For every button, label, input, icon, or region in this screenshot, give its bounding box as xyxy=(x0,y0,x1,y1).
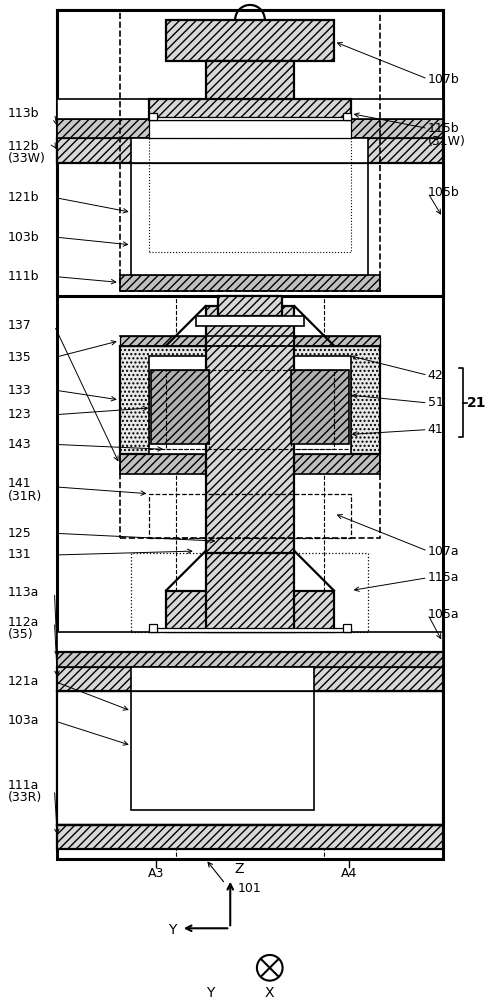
Bar xyxy=(343,624,351,632)
Bar xyxy=(149,99,351,120)
Text: 51: 51 xyxy=(428,396,444,409)
Text: 42: 42 xyxy=(428,369,444,382)
Bar xyxy=(57,119,443,138)
Text: 21: 21 xyxy=(467,396,487,410)
Bar xyxy=(57,99,443,119)
Text: 115b: 115b xyxy=(428,122,460,135)
Bar xyxy=(57,632,443,652)
Bar xyxy=(120,10,380,291)
Bar xyxy=(57,825,443,849)
Bar xyxy=(57,138,443,163)
Text: 133: 133 xyxy=(8,384,31,397)
Bar xyxy=(343,113,351,120)
Text: 121a: 121a xyxy=(8,675,39,688)
Bar xyxy=(219,296,281,316)
Bar xyxy=(166,20,334,61)
Bar xyxy=(132,163,368,275)
Bar xyxy=(149,624,157,632)
Text: 105b: 105b xyxy=(428,186,460,199)
Bar xyxy=(149,628,351,632)
Bar xyxy=(206,551,294,632)
Bar xyxy=(149,138,351,252)
Text: A3: A3 xyxy=(148,867,164,880)
Text: A4: A4 xyxy=(340,867,357,880)
Bar xyxy=(120,336,380,346)
Text: Y: Y xyxy=(206,986,215,1000)
Bar xyxy=(149,119,351,138)
Bar xyxy=(57,691,443,825)
Bar xyxy=(120,275,380,291)
Text: 115a: 115a xyxy=(428,571,459,584)
Text: (33W): (33W) xyxy=(8,152,46,165)
Text: X: X xyxy=(265,986,274,1000)
Text: (31W): (31W) xyxy=(428,135,466,148)
Bar xyxy=(57,667,443,691)
Bar xyxy=(132,691,314,810)
Bar xyxy=(166,591,334,632)
Text: 112a: 112a xyxy=(8,616,39,629)
Bar xyxy=(149,494,351,538)
Bar xyxy=(166,370,334,449)
Text: 113a: 113a xyxy=(8,586,39,599)
Text: 101: 101 xyxy=(238,882,262,895)
Text: 105a: 105a xyxy=(428,608,460,621)
Text: 121b: 121b xyxy=(8,191,39,204)
Bar xyxy=(206,306,294,553)
Text: 135: 135 xyxy=(8,351,32,364)
Bar xyxy=(132,667,314,691)
Bar xyxy=(149,117,351,120)
Text: (33R): (33R) xyxy=(8,791,42,804)
Bar xyxy=(149,370,209,449)
Text: 125: 125 xyxy=(8,527,32,540)
Text: 143: 143 xyxy=(8,438,31,451)
Bar xyxy=(120,346,380,454)
Bar xyxy=(149,113,157,120)
Bar xyxy=(57,10,443,859)
Text: 141: 141 xyxy=(8,477,31,490)
Text: Z: Z xyxy=(234,862,244,876)
Text: 112b: 112b xyxy=(8,140,39,153)
Text: 113b: 113b xyxy=(8,107,39,120)
Text: 111a: 111a xyxy=(8,779,39,792)
Text: 103b: 103b xyxy=(8,231,40,244)
Bar xyxy=(291,370,349,444)
Text: 41: 41 xyxy=(428,423,444,436)
Text: 107b: 107b xyxy=(428,73,460,86)
Text: Y: Y xyxy=(169,923,177,937)
Text: 131: 131 xyxy=(8,548,31,561)
Bar xyxy=(151,370,209,444)
Bar xyxy=(149,356,351,454)
Bar xyxy=(291,370,351,449)
Bar xyxy=(57,652,443,667)
Text: 111b: 111b xyxy=(8,270,39,283)
Text: 137: 137 xyxy=(8,319,32,332)
Bar xyxy=(120,346,380,538)
Bar xyxy=(132,138,368,163)
Bar xyxy=(120,454,380,474)
Bar xyxy=(206,61,294,119)
Text: 123: 123 xyxy=(8,408,31,421)
Text: 107a: 107a xyxy=(428,545,460,558)
Text: (31R): (31R) xyxy=(8,490,42,503)
Text: 103a: 103a xyxy=(8,714,39,727)
Bar xyxy=(57,10,443,296)
Bar xyxy=(196,316,304,326)
Bar xyxy=(132,553,368,632)
Text: (35): (35) xyxy=(8,628,33,641)
